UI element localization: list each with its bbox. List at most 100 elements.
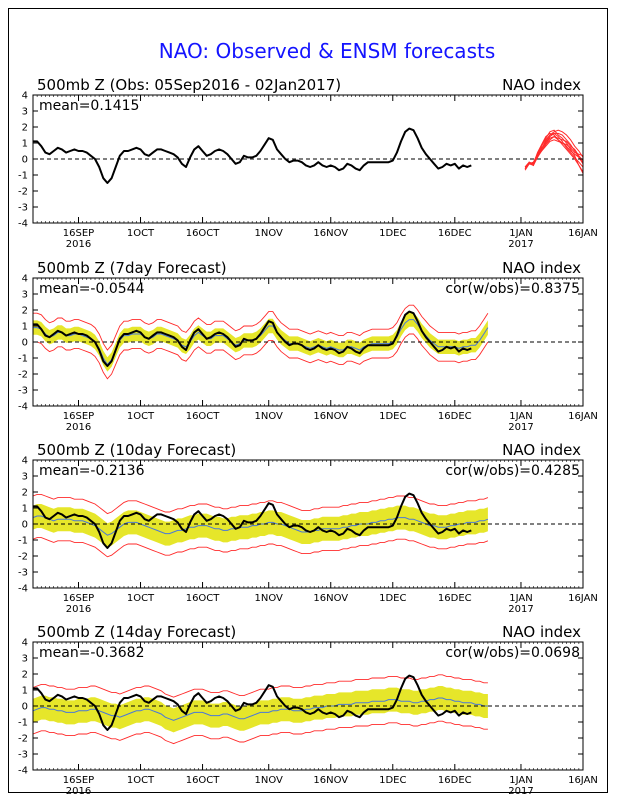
y-tick-label: 4 (22, 91, 28, 102)
y-tick-label: 1 (22, 139, 28, 150)
x-tick-label: 1NOV (255, 228, 284, 239)
ensemble-member-line (524, 132, 584, 169)
y-tick-label: 1 (22, 504, 28, 515)
y-tick-label: 3 (22, 472, 28, 483)
observed-line (33, 674, 472, 731)
x-tick-label: 1DEC (379, 411, 406, 422)
mean-label: mean=-0.0544 (39, 281, 145, 297)
y-tick-label: -1 (18, 536, 28, 547)
y-tick-label: -3 (18, 568, 28, 579)
observed-line (33, 127, 472, 184)
ensemble-spread-band (33, 686, 488, 733)
x-tick-label: 16NOV (313, 593, 348, 604)
y-tick-label: -2 (18, 552, 28, 563)
y-tick-label: 3 (22, 654, 28, 665)
panel-index-label: NAO index (502, 76, 581, 94)
observed-line (33, 310, 472, 367)
x-tick-year-label: 2016 (66, 422, 91, 433)
y-tick-label: 2 (22, 123, 28, 134)
x-tick-label: 16OCT (186, 228, 221, 239)
x-tick-label: 16OCT (186, 411, 221, 422)
mean-label: mean=0.1415 (39, 98, 139, 114)
x-tick-year-label: 2016 (66, 604, 91, 615)
x-tick-label: 1DEC (379, 228, 406, 239)
ensemble-member-line (524, 139, 584, 168)
ensemble-member-line (524, 129, 584, 169)
x-tick-label: 16NOV (313, 411, 348, 422)
y-tick-label: -3 (18, 386, 28, 397)
y-tick-label: 1 (22, 322, 28, 333)
x-tick-label: 1DEC (379, 593, 406, 604)
ensemble-spread-band (33, 504, 488, 548)
y-tick-label: 4 (22, 638, 28, 649)
y-tick-label: 2 (22, 670, 28, 681)
mean-label: mean=-0.3682 (39, 645, 144, 661)
x-tick-label: 1JAN (509, 593, 532, 604)
y-tick-label: -3 (18, 203, 28, 214)
ensemble-max-line (32, 493, 489, 515)
x-tick-label: 16SEP (63, 593, 94, 604)
x-tick-label: 16SEP (63, 411, 94, 422)
x-tick-label: 1NOV (255, 593, 284, 604)
x-tick-year-label: 2017 (508, 422, 533, 433)
y-tick-label: -2 (18, 187, 28, 198)
x-tick-label: 1OCT (127, 593, 155, 604)
observed-line (33, 492, 472, 549)
ensemble-mean-line (33, 319, 489, 366)
y-tick-label: -3 (18, 750, 28, 761)
ensemble-max-line (33, 304, 489, 351)
x-tick-year-label: 2017 (508, 604, 533, 615)
x-tick-label: 1OCT (127, 775, 155, 786)
y-tick-label: 0 (22, 155, 28, 166)
x-tick-label: 16JAN (568, 411, 598, 422)
x-tick-label: 16NOV (313, 775, 348, 786)
y-tick-label: -1 (18, 354, 28, 365)
x-tick-label: 16JAN (568, 228, 598, 239)
correlation-label: cor(w/obs)=0.8375 (445, 281, 580, 297)
y-tick-label: -2 (18, 734, 28, 745)
panel-index-label: NAO index (502, 623, 581, 641)
panel-index-label: NAO index (502, 259, 581, 277)
y-tick-label: 1 (22, 686, 28, 697)
y-tick-label: 0 (22, 520, 28, 531)
y-tick-label: 2 (22, 306, 28, 317)
panel-title: 500mb Z (14day Forecast) (37, 623, 236, 641)
x-tick-label: 1JAN (509, 775, 532, 786)
ensemble-mean-line (32, 697, 488, 721)
figure-title: NAO: Observed & ENSM forecasts (159, 39, 496, 63)
y-tick-label: -1 (18, 718, 28, 729)
y-tick-label: -4 (18, 402, 28, 413)
y-tick-label: -1 (18, 171, 28, 182)
ensemble-min-line (32, 537, 489, 558)
x-tick-label: 16DEC (438, 593, 472, 604)
y-tick-label: 3 (22, 107, 28, 118)
y-tick-label: 0 (22, 702, 28, 713)
panel-title: 500mb Z (Obs: 05Sep2016 - 02Jan2017) (37, 76, 341, 94)
x-tick-year-label: 2016 (66, 239, 91, 250)
x-tick-year-label: 2017 (508, 786, 533, 797)
x-tick-label: 1OCT (127, 411, 155, 422)
x-tick-label: 16JAN (568, 775, 598, 786)
x-tick-label: 16OCT (186, 775, 221, 786)
x-tick-year-label: 2016 (66, 786, 91, 797)
x-tick-label: 16DEC (438, 775, 472, 786)
x-tick-label: 1NOV (255, 775, 284, 786)
figure-frame (8, 8, 608, 793)
y-tick-label: 4 (22, 456, 28, 467)
x-tick-label: 1JAN (509, 228, 532, 239)
y-tick-label: 3 (22, 290, 28, 301)
x-tick-label: 16DEC (438, 228, 472, 239)
x-tick-label: 16SEP (63, 228, 94, 239)
x-tick-label: 16SEP (63, 775, 94, 786)
x-tick-label: 16DEC (438, 411, 472, 422)
panel-title: 500mb Z (7day Forecast) (37, 259, 227, 277)
y-tick-label: 4 (22, 274, 28, 285)
mean-label: mean=-0.2136 (39, 463, 145, 479)
x-tick-label: 16OCT (186, 593, 221, 604)
x-tick-label: 1OCT (127, 228, 155, 239)
y-tick-label: 2 (22, 488, 28, 499)
panel-index-label: NAO index (502, 441, 581, 459)
x-tick-label: 1NOV (255, 411, 284, 422)
y-tick-label: -2 (18, 370, 28, 381)
